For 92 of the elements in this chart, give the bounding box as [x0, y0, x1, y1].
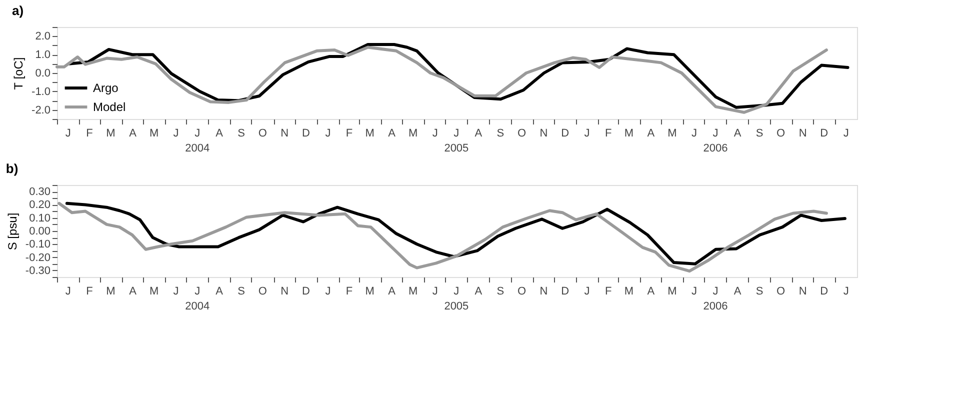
x-tick-label: S — [238, 286, 246, 298]
x-tick-label: M — [624, 286, 634, 298]
x-tick-label: N — [540, 128, 548, 140]
x-tick-label: F — [346, 128, 353, 140]
x-tick-label: A — [216, 286, 224, 298]
x-tick-label: J 2006 — [703, 286, 728, 312]
x-tick-label: J — [584, 128, 590, 140]
x-tick-label: D — [302, 128, 310, 140]
x-tick-label: A — [129, 128, 138, 140]
x-tick-label: F — [346, 286, 353, 298]
x-tick-label: J — [691, 286, 697, 298]
x-tick-label: J 2004 — [185, 128, 210, 154]
x-tick-label: J — [432, 128, 438, 140]
x-tick-label: J 2005 — [444, 128, 469, 154]
x-tick-label: J — [65, 128, 71, 140]
x-tick-label: D — [561, 128, 570, 140]
x-tick-label: J — [584, 286, 590, 298]
chart-title: b) — [6, 161, 18, 176]
x-tick-label: A — [647, 128, 656, 140]
chart-title: a) — [12, 3, 24, 18]
y-tick-label: 0.30 — [29, 186, 50, 198]
x-tick-label: J — [65, 286, 71, 298]
x-tick-label: J — [843, 286, 849, 298]
y-tick-label: -0.20 — [25, 252, 50, 264]
x-tick-label: M — [408, 286, 418, 298]
x-tick-label: M — [106, 128, 116, 140]
x-tick-label: M — [149, 128, 159, 140]
y-axis-title: T [oC] — [12, 57, 26, 90]
x-tick-label: S — [496, 286, 504, 298]
y-tick-label: 0.00 — [29, 226, 50, 238]
x-tick-label: J — [325, 128, 331, 140]
x-tick-label: A — [216, 128, 224, 140]
x-tick-label: N — [280, 128, 289, 140]
x-tick-label: S — [756, 128, 764, 140]
x-tick-label: S — [756, 286, 764, 298]
y-tick-label: 0.0 — [35, 68, 50, 80]
x-tick-label: A — [734, 128, 742, 140]
y-tick-label: -0.30 — [25, 264, 50, 277]
x-tick-label: M — [106, 286, 116, 298]
y-axis-title: S [psu] — [5, 212, 20, 250]
x-tick-label: A — [647, 286, 656, 298]
x-tick-label: J — [432, 286, 438, 298]
x-tick-label: J 2004 — [185, 286, 210, 312]
x-tick-label: F — [604, 128, 612, 140]
x-tick-label: N — [798, 128, 807, 140]
legend-label: Model — [93, 100, 126, 114]
x-tick-label: M — [365, 286, 374, 298]
x-tick-label: J — [843, 128, 849, 140]
x-tick-label: J 2005 — [444, 286, 469, 312]
x-tick-label: J — [173, 128, 179, 140]
x-tick-label: O — [258, 286, 268, 298]
y-tick-label: -1.0 — [32, 86, 50, 98]
x-tick-label: O — [258, 128, 268, 140]
y-tick-label: 2.0 — [35, 30, 50, 43]
x-tick-label: S — [238, 128, 246, 140]
x-tick-label: A — [388, 286, 396, 298]
x-tick-label: F — [86, 286, 94, 298]
x-tick-label: M — [668, 286, 677, 298]
x-tick-label: M — [408, 128, 418, 140]
y-tick-label: -2.0 — [32, 104, 50, 116]
x-tick-label: A — [734, 286, 742, 298]
x-tick-label: F — [604, 286, 612, 298]
y-tick-label: -0.10 — [25, 238, 50, 251]
y-tick-label: 0.20 — [29, 199, 50, 212]
x-tick-label: O — [517, 286, 526, 298]
x-tick-label: A — [474, 286, 483, 298]
x-tick-label: A — [388, 128, 396, 140]
x-tick-label: J — [173, 286, 179, 298]
x-tick-label: A — [474, 128, 483, 140]
x-tick-label: S — [496, 128, 504, 140]
x-tick-label: N — [280, 286, 289, 298]
x-tick-label: N — [540, 286, 548, 298]
x-tick-label: J — [325, 286, 331, 298]
y-tick-label: 1.0 — [35, 49, 50, 62]
x-tick-label: J — [691, 128, 697, 140]
y-tick-label: 0.10 — [29, 212, 50, 224]
x-tick-label: O — [776, 128, 786, 140]
x-tick-label: A — [129, 286, 138, 298]
x-tick-label: J 2006 — [703, 128, 728, 154]
x-tick-label: M — [624, 128, 634, 140]
x-tick-label: D — [820, 128, 828, 140]
x-tick-label: F — [86, 128, 94, 140]
x-tick-label: M — [149, 286, 159, 298]
x-tick-label: O — [776, 286, 786, 298]
x-tick-label: O — [517, 128, 526, 140]
x-tick-label: D — [820, 286, 828, 298]
legend-label: Argo — [93, 81, 119, 95]
x-tick-label: M — [365, 128, 374, 140]
x-tick-label: M — [668, 128, 677, 140]
x-tick-label: D — [302, 286, 310, 298]
x-tick-label: N — [798, 286, 807, 298]
x-tick-label: D — [561, 286, 570, 298]
